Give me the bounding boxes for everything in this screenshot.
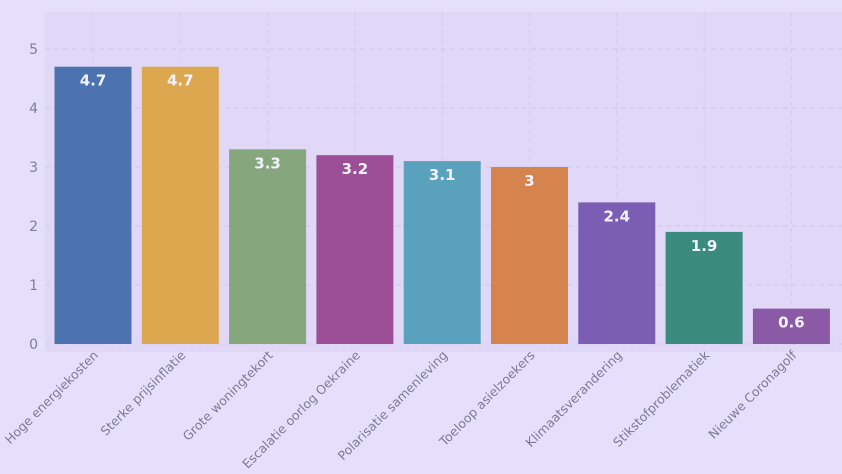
bar — [403, 161, 481, 344]
y-tick-label: 2 — [29, 219, 38, 235]
bar — [141, 66, 219, 344]
bars — [54, 66, 830, 344]
data-label: 1.9 — [691, 237, 718, 255]
y-tick-label: 1 — [29, 278, 38, 294]
x-tick-label: Grote woningtekort — [180, 347, 276, 443]
bar — [54, 66, 132, 344]
data-label: 3.1 — [429, 166, 456, 184]
data-label: 4.7 — [167, 72, 194, 90]
data-label: 3.2 — [342, 160, 369, 178]
bar — [316, 155, 394, 344]
x-tick-label: Hoge energiekosten — [2, 348, 101, 447]
data-labels: 4.7 4.7 3.3 3.2 3.1 3 2.4 1.9 0.6 — [80, 72, 805, 332]
x-tick-label: Nieuwe Coronagolf — [705, 347, 800, 442]
bar — [578, 202, 656, 344]
data-label: 3.3 — [254, 154, 281, 172]
bar — [752, 308, 830, 344]
bar — [665, 231, 743, 344]
y-axis-ticks: 0 1 2 3 4 5 — [29, 42, 38, 353]
bar — [229, 149, 307, 344]
x-tick-label: Klimaatsverandering — [522, 348, 625, 451]
y-tick-label: 4 — [29, 101, 38, 117]
y-tick-label: 0 — [29, 337, 38, 353]
y-tick-label: 5 — [29, 42, 38, 58]
data-label: 3 — [524, 172, 534, 190]
bar — [491, 167, 568, 344]
x-tick-label: Stikstofproblematiek — [610, 347, 713, 450]
x-tick-label: Sterke prijsinflatie — [97, 347, 188, 438]
data-label: 4.7 — [80, 72, 107, 90]
data-label: 2.4 — [604, 207, 631, 225]
data-label: 0.6 — [778, 314, 805, 332]
x-tick-label: Toeloop asielzoekers — [436, 348, 538, 450]
y-tick-label: 3 — [29, 160, 38, 176]
